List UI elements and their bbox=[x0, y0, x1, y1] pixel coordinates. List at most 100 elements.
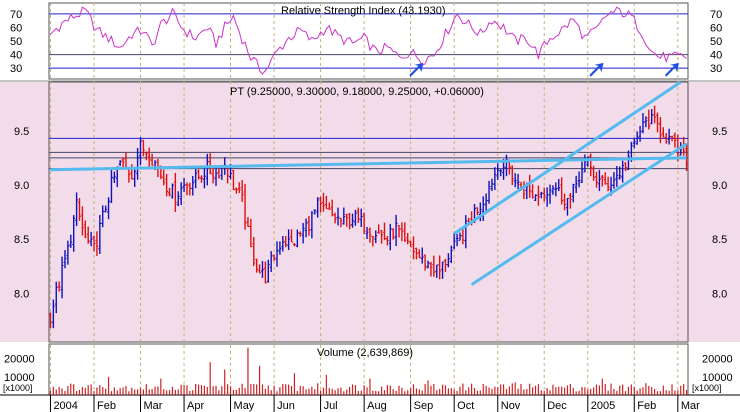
rsi-arrow-aug bbox=[409, 62, 424, 77]
price-bar bbox=[595, 171, 599, 188]
price-bar bbox=[83, 220, 87, 239]
price-bar bbox=[496, 163, 500, 180]
trend-line bbox=[470, 142, 688, 286]
price-bar bbox=[333, 212, 337, 224]
price-bar bbox=[48, 312, 52, 328]
x-tick-label: Mar bbox=[143, 400, 162, 412]
price-bar bbox=[400, 222, 404, 242]
volume-unit-label-right: [x1000] bbox=[692, 383, 722, 393]
price-bar bbox=[202, 166, 206, 189]
price-bar bbox=[109, 168, 113, 203]
price-bar bbox=[272, 254, 276, 261]
price-bar bbox=[95, 231, 99, 256]
price-y-tick-left: 8.5 bbox=[14, 234, 29, 246]
price-bar bbox=[597, 169, 601, 191]
rsi-line bbox=[50, 6, 687, 75]
price-bar bbox=[429, 261, 433, 277]
price-bar bbox=[475, 207, 479, 216]
price-bar bbox=[420, 247, 424, 264]
price-bar bbox=[554, 182, 558, 197]
price-bar bbox=[359, 208, 363, 227]
price-bar bbox=[185, 182, 189, 196]
price-bar bbox=[104, 205, 108, 213]
x-tick-label: Oct bbox=[457, 400, 474, 412]
price-bar bbox=[86, 226, 90, 244]
arrow-icon bbox=[409, 62, 424, 77]
rsi-y-tick-left: 60 bbox=[10, 22, 22, 34]
price-panel-background bbox=[49, 82, 688, 342]
price-bar bbox=[667, 128, 671, 145]
price-bar bbox=[638, 125, 642, 142]
volume-y-tick-right: 20000 bbox=[702, 354, 733, 366]
price-bar bbox=[656, 112, 660, 133]
price-y-tick-left: 9.5 bbox=[14, 126, 29, 138]
price-bar bbox=[362, 212, 366, 235]
price-bar bbox=[301, 222, 305, 244]
price-bar bbox=[409, 240, 413, 248]
price-bar bbox=[380, 229, 384, 244]
price-bar bbox=[647, 109, 651, 130]
price-header: PT (9.25000, 9.30000, 9.18000, 9.25000, … bbox=[230, 86, 484, 98]
price-bar bbox=[240, 179, 244, 202]
labels-layer: Relative Strength Index (43.1930) PT (9.… bbox=[3, 5, 733, 412]
volume-y-tick-left: 20000 bbox=[4, 354, 35, 366]
x-tick-label: Aug bbox=[367, 400, 387, 412]
rsi-y-tick-right: 50 bbox=[710, 36, 722, 48]
price-left-axis-background bbox=[0, 82, 49, 342]
price-bar bbox=[565, 197, 569, 216]
price-bar bbox=[141, 139, 145, 157]
x-tick-label: Jun bbox=[277, 400, 295, 412]
price-bar bbox=[330, 199, 334, 217]
price-bar bbox=[182, 178, 186, 193]
x-tick-label: 2005 bbox=[591, 400, 615, 412]
x-tick-label: May bbox=[234, 400, 255, 412]
price-bar bbox=[490, 178, 494, 191]
price-bar bbox=[150, 153, 154, 166]
price-bar bbox=[621, 160, 625, 183]
arrow-icon bbox=[665, 62, 680, 77]
price-bar bbox=[534, 194, 538, 201]
price-bar bbox=[412, 236, 416, 260]
price-bar bbox=[336, 207, 340, 226]
price-bar bbox=[446, 253, 450, 268]
price-bar bbox=[481, 196, 485, 221]
price-bar bbox=[72, 215, 76, 252]
price-bar bbox=[504, 154, 508, 177]
price-bar bbox=[275, 241, 279, 267]
price-bar bbox=[432, 255, 436, 277]
volume-y-tick-left: 10000 bbox=[4, 372, 35, 384]
price-bar bbox=[377, 224, 381, 234]
price-y-tick-right: 8.5 bbox=[712, 234, 727, 246]
price-y-tick-right: 9.0 bbox=[712, 180, 727, 192]
price-bar bbox=[252, 237, 256, 267]
price-bar bbox=[307, 215, 311, 236]
price-bar bbox=[455, 233, 459, 247]
rsi-y-tick-left: 50 bbox=[10, 36, 22, 48]
price-bar bbox=[107, 197, 111, 220]
price-bar bbox=[438, 255, 442, 280]
price-bar bbox=[513, 173, 517, 188]
price-bar bbox=[618, 166, 622, 180]
volume-title: Volume (2,639,869) bbox=[317, 347, 413, 359]
price-bar bbox=[260, 261, 264, 278]
price-bar bbox=[406, 233, 410, 245]
price-bar bbox=[249, 218, 253, 248]
price-bar bbox=[295, 229, 299, 248]
price-bar bbox=[574, 175, 578, 194]
x-tick-label: Feb bbox=[97, 400, 116, 412]
arrow-icon bbox=[589, 62, 604, 77]
price-bar bbox=[374, 230, 378, 244]
price-bar bbox=[551, 185, 555, 195]
rsi-y-tick-left: 70 bbox=[10, 9, 22, 21]
price-bar bbox=[615, 166, 619, 187]
price-bar bbox=[292, 242, 296, 247]
price-bar bbox=[423, 254, 427, 271]
rsi-title: Relative Strength Index (43.1930) bbox=[281, 5, 446, 17]
price-bar bbox=[57, 281, 61, 292]
price-bar bbox=[580, 161, 584, 184]
price-bar bbox=[641, 113, 645, 134]
price-bar bbox=[246, 217, 250, 228]
price-bar bbox=[464, 215, 468, 249]
price-bar bbox=[191, 175, 195, 196]
